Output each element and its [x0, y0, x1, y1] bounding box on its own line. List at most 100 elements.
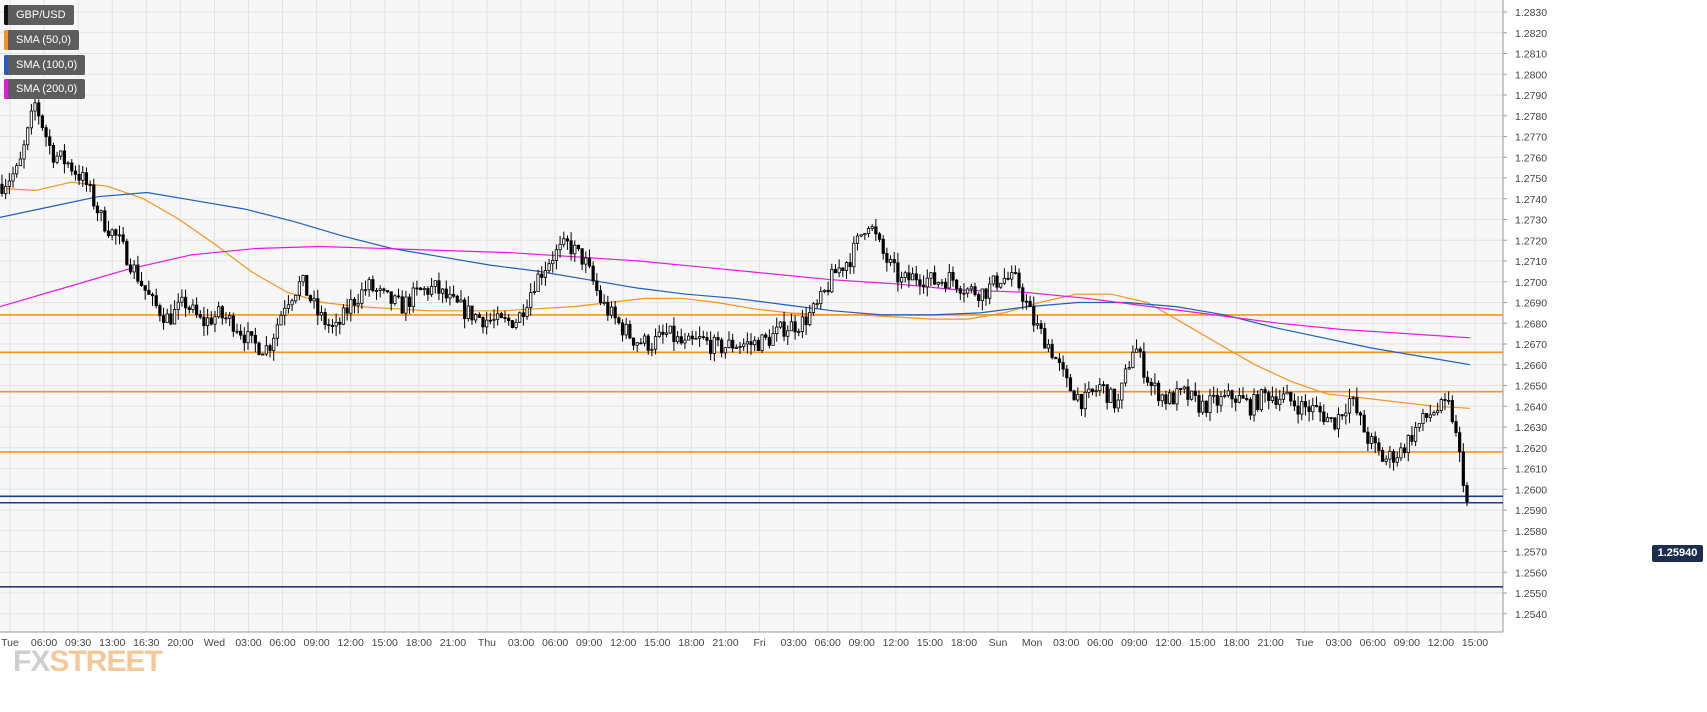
legend-swatch: [4, 79, 8, 100]
candle-body: [1425, 413, 1429, 418]
x-tick-label: 15:00: [372, 637, 398, 649]
candle-body: [161, 315, 166, 323]
candle-body: [1006, 277, 1010, 280]
candle-body: [749, 341, 753, 346]
candle-body: [1160, 394, 1164, 402]
candle-body: [1413, 427, 1418, 442]
candle-body: [525, 307, 529, 317]
candle-body: [1384, 458, 1388, 462]
candle-body: [158, 305, 162, 317]
candle-body: [514, 321, 518, 328]
y-tick-label: 1.2750: [1515, 173, 1547, 185]
candle-body: [738, 346, 742, 348]
legend-label: GBP/USD: [16, 9, 66, 21]
candle-body: [1098, 384, 1102, 391]
candle-body: [1281, 393, 1286, 400]
candle-body: [1219, 396, 1223, 406]
candle-body: [1226, 390, 1230, 396]
candle-body: [1432, 412, 1436, 416]
candle-body: [966, 288, 970, 294]
x-tick-label: 15:00: [644, 637, 670, 649]
x-tick-label: 12:00: [1428, 637, 1454, 649]
candle-body: [396, 295, 401, 298]
candle-body: [1182, 386, 1186, 390]
candle-body: [437, 280, 441, 294]
candle-body: [855, 235, 860, 244]
candle-body: [988, 283, 992, 299]
candle-body: [929, 272, 933, 279]
candle-body: [580, 248, 584, 265]
candle-body: [121, 234, 125, 242]
candle-body: [1373, 436, 1377, 444]
candle-body: [521, 312, 525, 317]
candle-body: [1340, 414, 1344, 417]
candle-body: [841, 267, 845, 271]
candle-body: [653, 336, 658, 350]
candle-body: [540, 273, 544, 278]
candle-body: [1351, 397, 1355, 400]
candle-body: [327, 324, 331, 326]
candle-body: [1193, 390, 1197, 396]
candle-body: [150, 294, 155, 297]
candle-body: [22, 144, 26, 160]
candle-body: [268, 345, 272, 351]
candle-body: [609, 306, 614, 316]
candle-body: [470, 305, 474, 321]
candle-body: [441, 288, 445, 294]
candle-body: [1134, 348, 1139, 353]
candle-body: [786, 330, 790, 337]
candle-body: [77, 173, 81, 181]
candle-body: [874, 226, 878, 235]
x-tick-label: 06:00: [815, 637, 841, 649]
candle-body: [1458, 432, 1462, 453]
legend-item-sma-100[interactable]: SMA (100,0): [4, 54, 86, 75]
candle-body: [1043, 328, 1047, 349]
x-axis-area: [0, 632, 1503, 712]
candle-body: [220, 306, 224, 319]
candle-body: [734, 347, 738, 349]
x-tick-label: 09:30: [65, 637, 91, 649]
candle-body: [793, 321, 797, 333]
candle-body: [1149, 381, 1153, 387]
candle-body: [206, 317, 210, 327]
legend-swatch: [4, 29, 8, 50]
legend-item-sma-200[interactable]: SMA (200,0): [4, 79, 86, 100]
candle-body: [631, 337, 636, 346]
candle-body: [933, 272, 937, 285]
x-tick-label: 12:00: [1155, 637, 1181, 649]
candle-body: [1399, 447, 1403, 459]
candle-body: [1101, 384, 1106, 387]
y-tick-label: 1.2770: [1515, 132, 1547, 144]
candle-body: [1417, 423, 1421, 428]
candle-body: [125, 240, 129, 266]
legend-item-sma-50[interactable]: SMA (50,0): [4, 29, 80, 50]
candle-body: [213, 316, 217, 325]
legend-item-gbpusd[interactable]: GBP/USD: [4, 5, 74, 25]
candle-body: [1395, 457, 1399, 463]
candle-body: [756, 339, 760, 351]
y-tick-label: 1.2620: [1515, 443, 1547, 455]
x-tick-label: 18:00: [1223, 637, 1249, 649]
candle-body: [1190, 390, 1194, 400]
candle-body: [66, 162, 70, 165]
candle-body: [1296, 405, 1300, 415]
candle-body: [308, 294, 313, 302]
candle-body: [418, 287, 423, 291]
candle-body: [1292, 400, 1297, 407]
candle-body: [899, 277, 904, 283]
candle-body: [1256, 394, 1260, 410]
candle-body: [84, 172, 89, 185]
x-tick-label: 03:00: [780, 637, 806, 649]
candle-body: [154, 295, 158, 307]
candle-body: [1212, 394, 1216, 397]
candle-body: [481, 317, 485, 328]
candle-body: [881, 238, 885, 254]
candle-body: [1068, 377, 1073, 392]
candle-body: [672, 325, 676, 343]
candle-body: [822, 289, 827, 292]
y-tick-label: 1.2630: [1515, 422, 1547, 434]
candle-body: [183, 296, 188, 309]
candle-body: [7, 180, 11, 187]
candle-body: [826, 289, 830, 293]
